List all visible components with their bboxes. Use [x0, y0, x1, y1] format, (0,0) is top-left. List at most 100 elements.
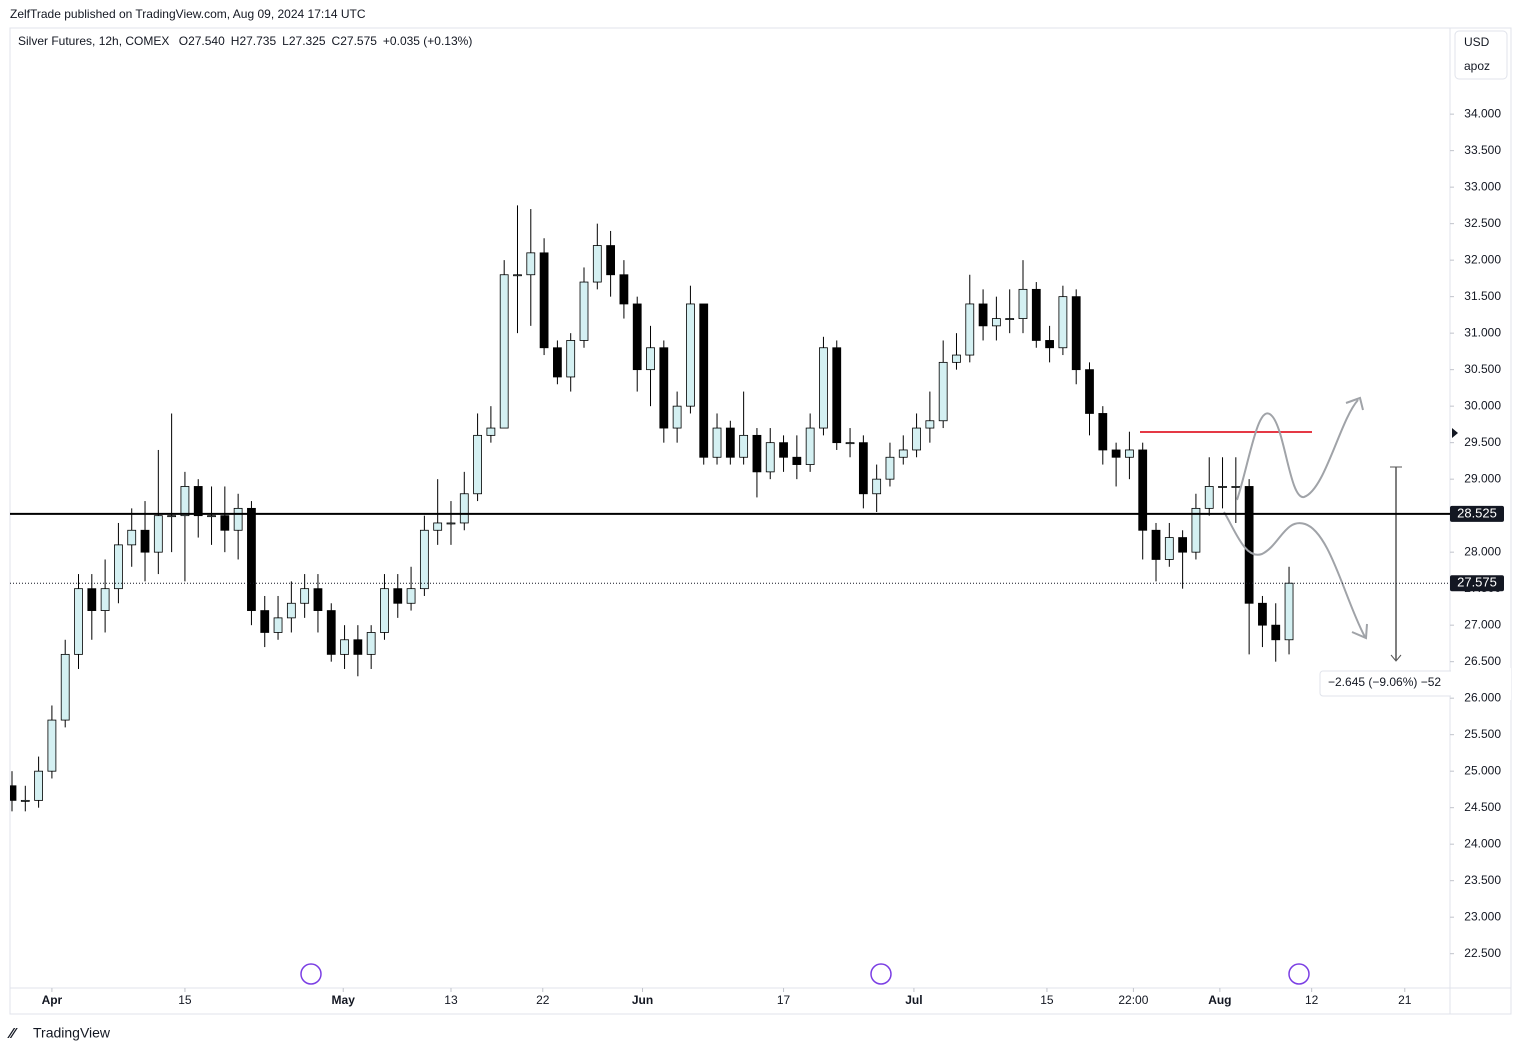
y-tick-label: 27.000 — [1464, 617, 1501, 631]
candle-body — [526, 252, 536, 276]
candle-body — [499, 274, 509, 429]
candle-body — [632, 303, 642, 371]
legend-symbol: Silver Futures, 12h, COMEX — [18, 34, 169, 48]
x-tick-label: 17 — [777, 993, 791, 1007]
candle-body — [991, 318, 1001, 327]
candle-body — [805, 427, 815, 465]
candle-body — [87, 588, 97, 611]
candle-body — [167, 515, 177, 518]
candle-body — [193, 486, 203, 517]
arrow-head — [1351, 623, 1368, 640]
candle-body — [10, 785, 17, 801]
brand: TradingView — [33, 1025, 111, 1041]
candle-body — [366, 632, 376, 655]
candle-body — [247, 507, 256, 611]
y-tick-label: 23.500 — [1464, 873, 1501, 887]
candle-body — [406, 588, 416, 604]
price-line-label: 28.525 — [1457, 505, 1497, 520]
event-icon[interactable] — [870, 963, 892, 985]
down-scenario-arrow — [1223, 511, 1366, 638]
candle-body — [459, 493, 469, 524]
last-price-tag — [1450, 575, 1504, 592]
y-tick-label: 30.500 — [1464, 362, 1501, 376]
candle-body — [60, 653, 70, 721]
candle-body — [207, 515, 216, 518]
y-tick-label: 25.000 — [1464, 763, 1501, 777]
legend-key: L — [282, 34, 289, 48]
candle-body — [1005, 318, 1015, 320]
candle-body — [473, 434, 482, 495]
candle-body — [792, 456, 802, 465]
candle-body — [539, 252, 549, 349]
axis-mask — [1451, 668, 1511, 700]
candle-body — [566, 340, 576, 378]
y-tick-label: 26.500 — [1464, 654, 1501, 668]
candle-body — [340, 639, 349, 655]
candle-body — [180, 486, 190, 517]
candle-body — [486, 427, 496, 436]
candle-body — [300, 588, 310, 604]
y-tick-label: 23.000 — [1464, 909, 1501, 923]
candle-body — [725, 427, 735, 458]
candle-body — [619, 274, 629, 305]
event-icon[interactable] — [1288, 963, 1310, 985]
y-tick-label: 24.000 — [1464, 836, 1501, 850]
chart-frame — [9, 27, 1512, 1015]
x-tick-label: 12 — [1305, 993, 1319, 1007]
candle-body — [845, 442, 855, 445]
candle-body — [699, 303, 709, 458]
y-tick-label: 24.500 — [1464, 800, 1501, 814]
candle-body — [1085, 369, 1094, 414]
candle-body — [659, 347, 669, 429]
candle-body — [1231, 486, 1241, 488]
user[interactable]: apoz — [1464, 59, 1490, 73]
y-tick-label: 32.500 — [1464, 216, 1501, 230]
y-tick-label: 33.000 — [1464, 179, 1501, 193]
candle-body — [1138, 449, 1148, 531]
candle-body — [260, 610, 270, 633]
candle-body — [872, 478, 882, 495]
legend-key: O — [179, 34, 188, 48]
candle-body — [1284, 582, 1294, 641]
candle-body — [1191, 507, 1201, 553]
candle-body — [34, 770, 43, 801]
axis-menu[interactable] — [1454, 30, 1508, 80]
legend: Silver Futures, 12h, COMEX O27.540 H27.73… — [18, 34, 472, 48]
candle-body — [752, 434, 762, 473]
event-icon[interactable] — [300, 963, 322, 985]
candle-body — [1071, 296, 1081, 371]
candle-body — [153, 515, 163, 553]
candle-body — [74, 588, 83, 655]
candle-body — [858, 442, 868, 495]
candle-body — [1031, 288, 1041, 341]
candle-body — [885, 456, 895, 480]
legend-key: H — [231, 34, 240, 48]
arrow-head — [1345, 396, 1364, 411]
axis-marker — [1452, 428, 1458, 438]
candle-body — [433, 522, 443, 531]
y-tick-label: 30.000 — [1464, 398, 1501, 412]
legend-value: 27.540 — [188, 34, 225, 48]
candle-body — [140, 529, 150, 553]
candle-body — [47, 719, 57, 772]
candle-body — [1058, 296, 1068, 349]
candle-body — [353, 639, 363, 655]
candle-body — [938, 361, 948, 422]
candle-body — [1204, 486, 1214, 509]
candle-body — [1178, 537, 1188, 553]
y-tick-label: 25.500 — [1464, 727, 1501, 741]
candle-body — [686, 303, 695, 407]
y-tick-label: 26.000 — [1464, 690, 1501, 704]
y-tick-label: 32.000 — [1464, 252, 1501, 266]
candle-body — [765, 442, 775, 473]
candle-body — [1271, 624, 1281, 641]
y-tick-label: 33.500 — [1464, 143, 1501, 157]
candle-body — [579, 281, 589, 341]
x-tick-label: 21 — [1398, 993, 1412, 1007]
x-tick-label: Jun — [632, 993, 653, 1007]
candle-body — [712, 427, 722, 458]
candle-body — [114, 544, 123, 590]
currency[interactable]: USD — [1464, 35, 1490, 49]
candle-body — [1018, 288, 1028, 319]
